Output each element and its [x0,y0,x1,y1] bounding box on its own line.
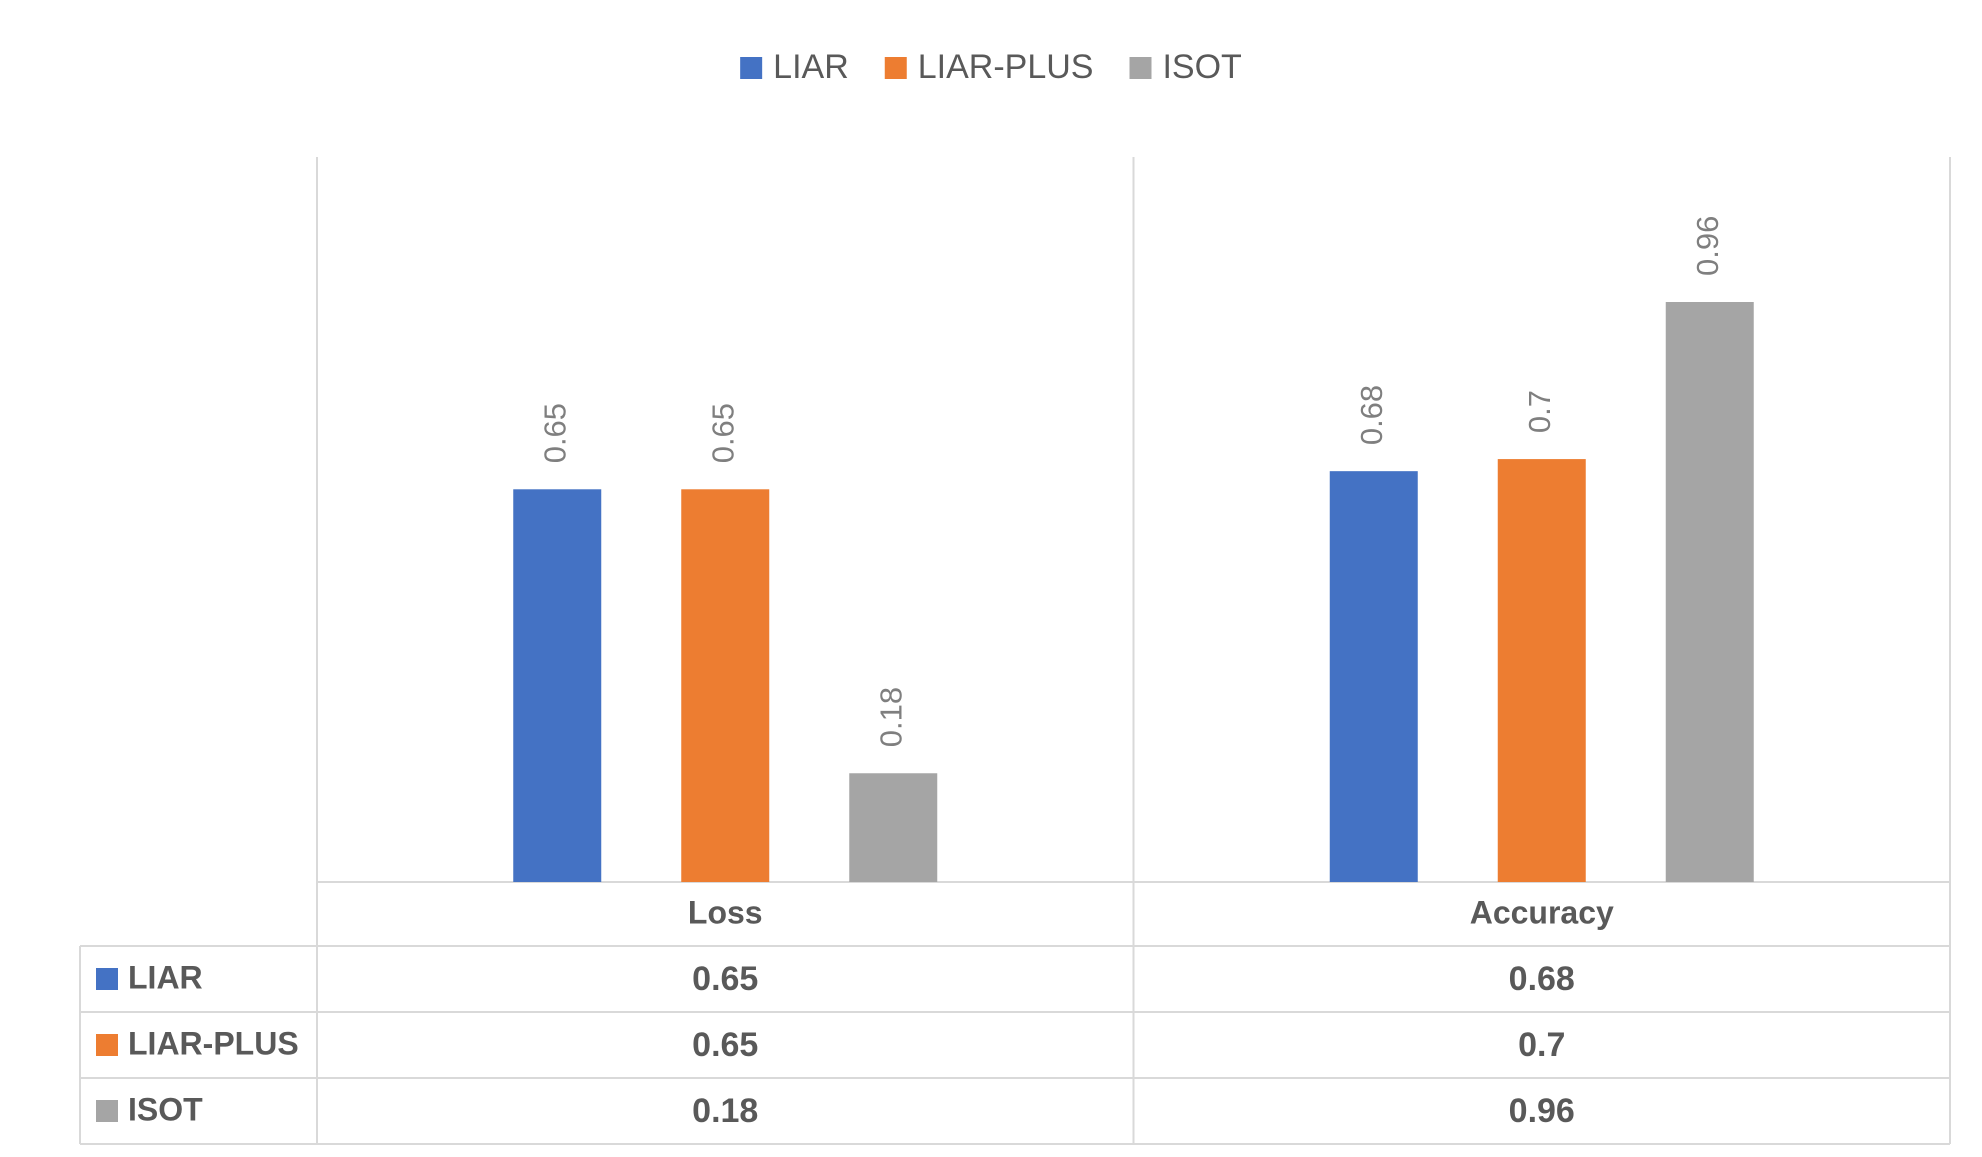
legend-label: LIAR [773,48,849,86]
data-label-liar-plus-accuracy: 0.7 [1522,390,1557,433]
table-row: LIAR-PLUS 0.65 0.7 [96,1025,1565,1064]
legend-swatch [884,57,907,79]
table-cell-liar-loss: 0.65 [692,960,758,998]
table-cell-isot-loss: 0.18 [692,1092,758,1130]
table-row: LIAR 0.65 0.68 [96,959,1575,998]
table-cell-isot-accuracy: 0.96 [1509,1092,1575,1130]
table-legend-key [96,1034,118,1056]
legend-label: LIAR-PLUS [918,48,1094,86]
bar-liar-plus-loss [681,489,770,882]
bar-liar-accuracy [1329,471,1418,882]
bar-liar-loss [513,489,602,882]
data-label-liar-loss: 0.65 [537,403,572,463]
data-label-liar-plus-loss: 0.65 [705,403,740,463]
bar-isot-loss [849,773,938,882]
legend-label: ISOT [1162,48,1241,86]
data-table: Loss Accuracy LIAR 0.65 0.68 LIAR-PLUS 0.65 0.7… [79,894,1951,1145]
data-label-isot-accuracy: 0.96 [1690,216,1725,276]
category-label-loss: Loss [688,894,763,930]
legend-swatch [740,57,763,79]
bar-group [513,302,1754,882]
table-cell-liar-plus-accuracy: 0.7 [1518,1026,1565,1064]
legend-item-liar: LIAR [740,48,849,86]
bar-isot-accuracy [1665,302,1754,882]
data-label-liar-accuracy: 0.68 [1354,385,1389,445]
table-cell-liar-accuracy: 0.68 [1509,960,1575,998]
data-label-isot-loss: 0.18 [873,687,908,747]
table-row: ISOT 0.18 0.96 [96,1091,1575,1130]
table-legend-key [96,1100,118,1122]
data-label-group: 0.65 0.65 0.18 0.68 0.7 0.96 [537,216,1725,748]
category-label-accuracy: Accuracy [1470,894,1614,930]
legend-item-liar-plus: LIAR-PLUS [884,48,1094,86]
legend: LIAR LIAR-PLUS ISOT [740,48,1242,86]
table-legend-key [96,968,118,990]
legend-item-isot: ISOT [1129,48,1242,86]
legend-swatch [1129,57,1152,79]
table-series-label: LIAR [128,959,203,995]
table-cell-liar-plus-loss: 0.65 [692,1026,758,1064]
table-series-label: LIAR-PLUS [128,1025,299,1061]
table-series-label: ISOT [128,1091,203,1127]
bar-liar-plus-accuracy [1497,459,1586,882]
